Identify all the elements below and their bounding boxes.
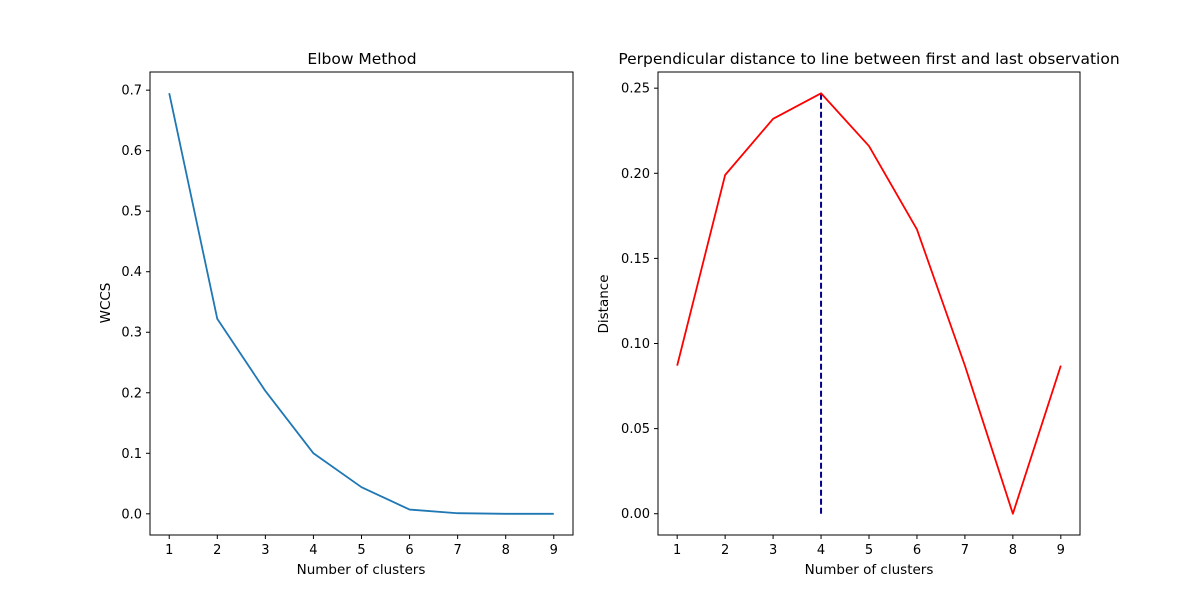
elbow-chart: Elbow Method 1 2 3 4 5 6 7 8 9 0.0 0.1 0.2 0.3 0.4 0.5…	[98, 50, 574, 578]
distance-xtick-label: 5	[865, 543, 873, 558]
distance-xtick-label: 8	[1009, 543, 1017, 558]
elbow-xtick-label: 1	[165, 543, 173, 558]
distance-xtick-label: 4	[817, 543, 825, 558]
distance-xtick-label: 7	[961, 543, 969, 558]
distance-ytick-label: 0.15	[621, 252, 650, 267]
distance-xtick-label: 3	[769, 543, 777, 558]
elbow-chart-ylabel: WCCS	[98, 283, 114, 324]
elbow-ytick-label: 0.4	[121, 265, 142, 280]
elbow-ytick-label: 0.7	[121, 84, 142, 99]
elbow-xtick-label: 4	[309, 543, 317, 558]
distance-ytick-label: 0.25	[621, 82, 650, 97]
elbow-xtick-label: 7	[453, 543, 461, 558]
distance-chart-title: Perpendicular distance to line between f…	[618, 50, 1119, 68]
elbow-series-line	[168, 92, 554, 515]
distance-xtick-label: 1	[673, 543, 681, 558]
distance-xtick-label: 9	[1057, 543, 1065, 558]
elbow-ytick-label: 0.5	[121, 205, 142, 220]
elbow-xtick-label: 3	[261, 543, 269, 558]
distance-ytick-label: 0.20	[621, 167, 650, 182]
distance-xtick-label: 6	[913, 543, 921, 558]
elbow-xtick-label: 2	[213, 543, 221, 558]
elbow-chart-xlabel: Number of clusters	[297, 562, 426, 578]
elbow-ytick-label: 0.0	[121, 507, 142, 522]
distance-ytick-label: 0.10	[621, 337, 650, 352]
distance-xtick-label: 2	[721, 543, 729, 558]
distance-chart-ylabel: Distance	[596, 274, 612, 333]
elbow-xtick-label: 5	[357, 543, 365, 558]
elbow-ytick-label: 0.6	[121, 144, 142, 159]
elbow-xtick-label: 6	[405, 543, 413, 558]
distance-ytick-label: 0.00	[621, 507, 650, 522]
distance-chart-xlabel: Number of clusters	[805, 562, 934, 578]
elbow-chart-axes-frame	[149, 71, 574, 536]
distance-chart: Perpendicular distance to line between f…	[596, 50, 1120, 578]
distance-ytick-label: 0.05	[621, 422, 650, 437]
elbow-ytick-label: 0.1	[121, 447, 142, 462]
elbow-xtick-label: 9	[550, 543, 558, 558]
distance-series-line	[676, 92, 1062, 515]
elbow-ytick-label: 0.3	[121, 326, 142, 341]
elbow-xtick-label: 8	[502, 543, 510, 558]
elbow-chart-title: Elbow Method	[307, 50, 416, 68]
distance-chart-axes-frame	[657, 71, 1081, 536]
elbow-ytick-label: 0.2	[121, 386, 142, 401]
